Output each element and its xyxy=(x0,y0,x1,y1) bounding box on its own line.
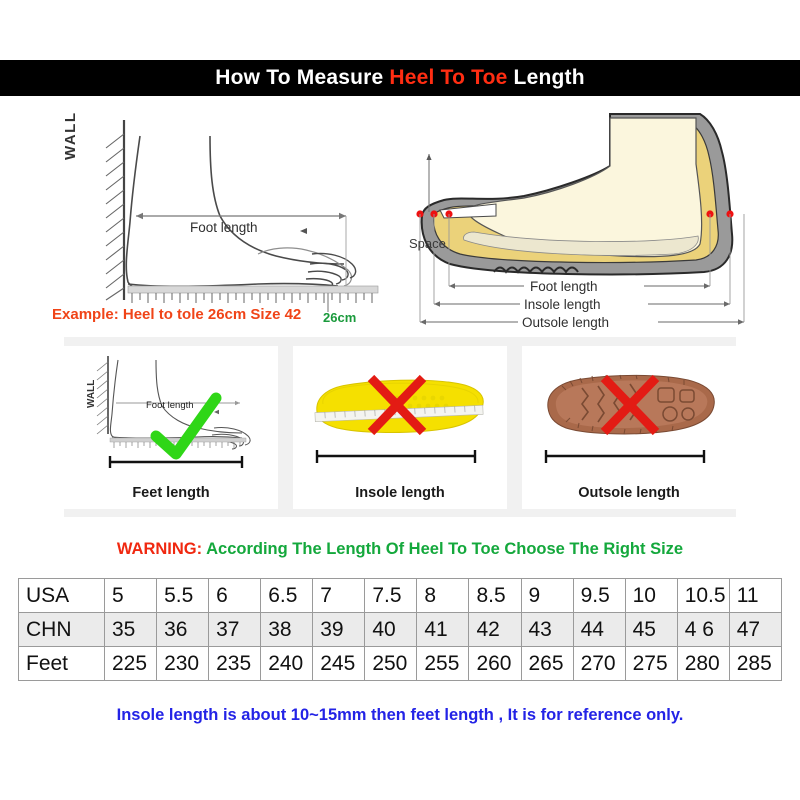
table-row-chn: CHN 35 36 37 38 39 40 41 42 43 44 45 4 6… xyxy=(18,612,783,647)
cell-usa-12: 11 xyxy=(728,578,783,613)
panel-insole-length-caption: Insole length xyxy=(355,484,445,501)
panel1-wall-label: WALL xyxy=(86,379,97,407)
cell-feet-1: 230 xyxy=(156,646,210,681)
cross-icon xyxy=(600,374,660,435)
cell-chn-3: 38 xyxy=(260,612,314,647)
toe-mass-contour xyxy=(257,247,353,287)
cell-feet-4: 245 xyxy=(312,646,366,681)
panel-insole-length: Insole length xyxy=(293,345,507,509)
cell-chn-6: 41 xyxy=(416,612,470,647)
instep-contour xyxy=(209,135,345,265)
dim-label-insole-length: Insole length xyxy=(524,297,601,312)
cell-usa-1: 5.5 xyxy=(156,578,210,613)
foot-length-arrow-right xyxy=(339,212,346,220)
cell-feet-12: 285 xyxy=(728,646,783,681)
cell-chn-5: 40 xyxy=(364,612,418,647)
foot-length-arrow-left xyxy=(136,212,143,220)
panel-feet-length: WALL Foot length xyxy=(64,345,278,509)
panel-feet-length-art: WALL Foot length xyxy=(86,355,251,468)
cell-feet-11: 280 xyxy=(676,646,730,681)
cell-feet-6: 255 xyxy=(416,646,470,681)
foot-length-label: Foot length xyxy=(190,220,258,235)
cell-chn-11: 4 6 xyxy=(676,612,730,647)
toe-box xyxy=(439,203,497,219)
cell-feet-2: 235 xyxy=(208,646,262,681)
row-label-chn: CHN xyxy=(18,612,105,647)
table-row-usa: USA 5 5.5 6 6.5 7 7.5 8 8.5 9 9.5 10 10.… xyxy=(18,578,783,613)
cell-chn-10: 45 xyxy=(624,612,678,647)
cell-feet-9: 270 xyxy=(572,646,626,681)
cell-usa-11: 10.5 xyxy=(676,578,730,613)
header-bar: How To Measure Heel To Toe Length xyxy=(0,60,800,96)
cell-chn-12: 47 xyxy=(728,612,783,647)
top-diagram-row: Foot length WALL xyxy=(0,100,800,332)
page-title-part1: How To Measure xyxy=(215,66,390,89)
cell-feet-5: 250 xyxy=(364,646,418,681)
cell-chn-8: 43 xyxy=(520,612,574,647)
page-title: How To Measure Heel To Toe Length xyxy=(215,66,584,90)
check-icon xyxy=(150,392,222,459)
space-arrow xyxy=(426,154,432,160)
size-table-body: USA 5 5.5 6 6.5 7 7.5 8 8.5 9 9.5 10 10.… xyxy=(18,578,783,681)
panel-outsole-length-art xyxy=(544,374,715,463)
shoe-cross-section-diagram: Foot length Insole length Outsole length xyxy=(416,113,745,330)
cell-usa-4: 7 xyxy=(312,578,366,613)
cell-feet-0: 225 xyxy=(103,646,158,681)
dim-label-outsole-length: Outsole length xyxy=(522,315,609,330)
cell-usa-9: 9.5 xyxy=(572,578,626,613)
cell-chn-0: 35 xyxy=(103,612,158,647)
cell-usa-3: 6.5 xyxy=(260,578,314,613)
warning-text: According The Length Of Heel To Toe Choo… xyxy=(206,540,684,558)
ruler-strip xyxy=(127,285,379,294)
cell-usa-2: 6 xyxy=(208,578,262,613)
panel1-inner-label: Foot length xyxy=(146,400,194,411)
cell-feet-7: 260 xyxy=(468,646,522,681)
heel-contour xyxy=(125,135,163,291)
measurement-26cm-label: 26cm xyxy=(323,310,357,325)
cell-usa-10: 10 xyxy=(624,578,678,613)
footer-note: Insole length is about 10~15mm then feet… xyxy=(116,706,684,724)
cell-feet-10: 275 xyxy=(624,646,678,681)
cell-usa-5: 7.5 xyxy=(364,578,418,613)
panel-outsole-length-caption: Outsole length xyxy=(578,484,680,501)
panel-insole-length-art xyxy=(314,374,484,463)
warning-prefix: WARNING: xyxy=(116,540,207,558)
cell-chn-4: 39 xyxy=(312,612,366,647)
warning-line: WARNING: According The Length Of Heel To… xyxy=(0,540,800,559)
tread-pattern xyxy=(493,266,579,274)
wall-hatching xyxy=(105,133,125,301)
example-text: Example: Heel to tole 26cm Size 42 xyxy=(52,306,302,323)
cell-usa-8: 9 xyxy=(520,578,574,613)
comparison-panels: WALL Foot length xyxy=(64,337,736,517)
cell-usa-6: 8 xyxy=(416,578,470,613)
panel-outsole-length: Outsole length xyxy=(522,345,736,509)
ruler-ticks xyxy=(131,293,373,303)
cell-chn-7: 42 xyxy=(468,612,522,647)
foot-against-wall-diagram: Foot length xyxy=(105,120,379,312)
cell-usa-7: 8.5 xyxy=(468,578,522,613)
panel-feet-length-caption: Feet length xyxy=(132,484,210,501)
row-label-feet: Feet xyxy=(18,646,105,681)
page-title-part2: Length xyxy=(507,66,585,89)
insole-cushion xyxy=(463,231,699,256)
space-label: Space xyxy=(409,236,446,251)
size-conversion-table: USA 5 5.5 6 6.5 7 7.5 8 8.5 9 9.5 10 10.… xyxy=(18,578,783,681)
cell-chn-1: 36 xyxy=(156,612,210,647)
cell-feet-8: 265 xyxy=(520,646,574,681)
cell-feet-3: 240 xyxy=(260,646,314,681)
row-label-usa: USA xyxy=(18,578,105,613)
toe-tip-arrow xyxy=(300,228,307,234)
table-row-feet: Feet 225 230 235 240 245 250 255 260 265… xyxy=(18,646,783,681)
cell-usa-0: 5 xyxy=(103,578,158,613)
wall-label: WALL xyxy=(62,111,79,161)
cross-icon xyxy=(367,374,427,435)
cell-chn-2: 37 xyxy=(208,612,262,647)
dim-label-foot-length: Foot length xyxy=(530,279,598,294)
page-title-highlight: Heel To Toe xyxy=(389,66,508,89)
cell-chn-9: 44 xyxy=(572,612,626,647)
